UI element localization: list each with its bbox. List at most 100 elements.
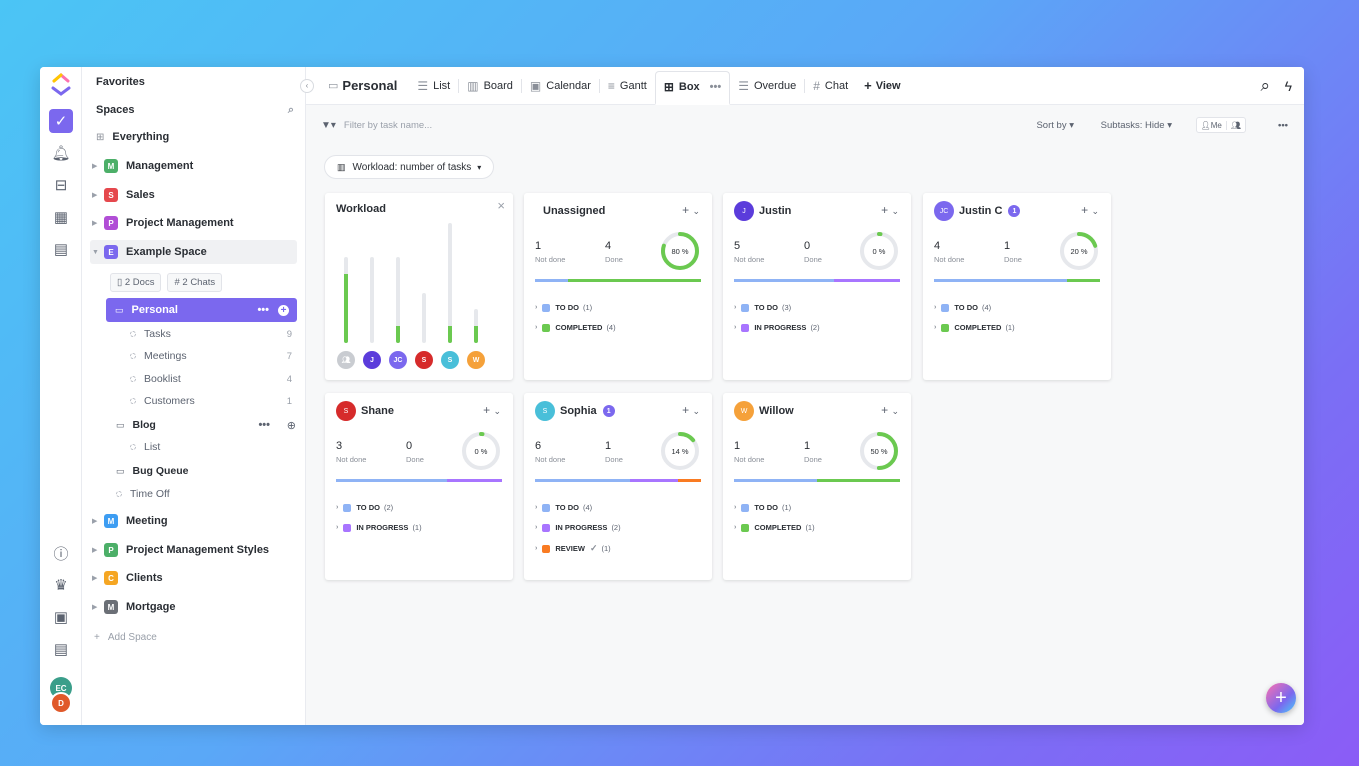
assignee-name[interactable]: Justin C 1 [959,205,1021,218]
favorites-heading[interactable]: Favorites [96,76,145,88]
assignee-avatar[interactable]: W [734,401,754,421]
home-icon[interactable]: ✓ [49,109,73,133]
status-group[interactable]: › COMPLETED (1) [934,323,1015,332]
tab-board[interactable]: ▥ Board [459,67,521,105]
sort-by-button[interactable]: Sort by ▾ [1036,119,1074,131]
search-icon[interactable]: ⌕ [1260,75,1270,95]
briefcase-icon[interactable]: ▣ [53,609,69,626]
status-group[interactable]: › TO DO (4) [934,303,991,312]
status-group[interactable]: › COMPLETED (4) [535,323,616,332]
sidebar-item-space[interactable]: ▶ M Meeting [82,509,306,533]
workload-avatar[interactable]: J [363,351,381,369]
add-icon[interactable]: + [1081,203,1089,217]
assignee-avatar[interactable]: JC [934,201,954,221]
add-space-button[interactable]: + Add Space [82,625,306,649]
status-group[interactable]: › TO DO (4) [535,503,592,512]
more-icon[interactable]: ••• [258,419,270,431]
add-icon[interactable]: + [881,203,889,217]
chevron-down-icon[interactable]: ⌄ [1091,206,1099,216]
close-icon[interactable]: × [497,198,505,213]
docs-chip[interactable]: ▯ 2 Docs [110,272,162,292]
chevron-down-icon[interactable]: ⌄ [891,206,899,216]
workload-avatar[interactable]: W [467,351,485,369]
sidebar-item-space[interactable]: ▶ M Management [82,154,306,178]
clickup-logo[interactable] [50,71,72,97]
search-icon[interactable]: ⌕ [287,103,294,116]
add-icon[interactable]: + [881,403,889,417]
sidebar-item-blog-list[interactable]: List [82,435,306,459]
sidebar-list-item[interactable]: Meetings 7 [82,344,306,368]
more-icon[interactable]: ••• [257,304,269,316]
status-group[interactable]: › IN PROGRESS (2) [535,523,621,532]
assignee-avatar[interactable]: S [535,401,555,421]
tab-chat[interactable]: # Chat [805,67,856,105]
workload-avatar[interactable]: S [441,351,459,369]
workload-dropdown[interactable]: ▥ Workload: number of tasks ▾ [324,155,495,179]
chevron-down-icon[interactable]: ⌄ [692,406,700,416]
tab-list[interactable]: ☰ List [409,67,458,105]
chevron-right-icon[interactable]: ▶ [92,220,98,227]
filter-input[interactable]: Filter by task name... [343,119,433,131]
trophy-icon[interactable]: ♛ [54,577,68,594]
inbox-icon[interactable]: ⊟ [54,177,68,194]
chevron-right-icon[interactable]: ▶ [92,163,98,170]
chevron-right-icon[interactable]: ▶ [92,518,98,525]
assignee-avatar[interactable]: S [336,401,356,421]
status-group[interactable]: › IN PROGRESS (1) [336,523,422,532]
docs-icon[interactable]: ▤ [53,241,69,258]
notifications-icon[interactable]: 🔔︎ [51,145,71,162]
chevron-right-icon[interactable]: ▶ [92,575,98,582]
assignee-filter[interactable]: 👤︎Me 👥︎ [1195,117,1246,133]
dashboards-icon[interactable]: ▦ [53,209,69,226]
more-icon[interactable]: ••• [1278,119,1288,131]
sidebar-list-item[interactable]: Booklist 4 [82,367,306,391]
subtasks-button[interactable]: Subtasks: Hide ▾ [1100,119,1172,131]
sidebar-item-bug-queue[interactable]: ▭ Bug Queue [82,459,306,483]
sidebar-item-time-off[interactable]: Time Off [82,482,306,506]
chevron-right-icon[interactable]: ▶ [92,192,98,199]
sidebar-item-space[interactable]: ▼ E Example Space [90,240,297,264]
sidebar-item-space[interactable]: ▶ S Sales [82,183,306,207]
filter-icon[interactable]: ▼▾ [321,119,336,131]
assignee-name[interactable]: Willow [759,405,794,417]
add-icon[interactable]: + [682,403,690,417]
assignee-name[interactable]: Shane [361,405,394,417]
sidebar-item-space[interactable]: ▶ P Project Management Styles [82,538,306,562]
clipboard-icon[interactable]: ▤ [53,641,69,658]
spaces-heading[interactable]: Spaces ⌕ [82,98,306,122]
chevron-down-icon[interactable]: ⌄ [493,406,501,416]
chats-chip[interactable]: # 2 Chats [167,272,223,292]
status-group[interactable]: › COMPLETED (1) [734,523,815,532]
sidebar-item-personal[interactable]: ▭ Personal ••• + [106,298,297,322]
add-icon[interactable]: + [278,304,289,316]
assignee-name[interactable]: Justin [759,205,791,217]
chevron-down-icon[interactable]: ⌄ [891,406,899,416]
workload-avatar[interactable]: 👥︎ [337,351,355,369]
quick-add-button[interactable]: + [1266,683,1296,713]
status-group[interactable]: › TO DO (1) [535,303,592,312]
lightning-icon[interactable]: ϟ [1284,77,1292,94]
me-filter[interactable]: 👤︎Me [1200,120,1222,130]
chevron-right-icon[interactable]: ▶ [92,547,98,554]
status-group[interactable]: › TO DO (2) [336,503,393,512]
status-group[interactable]: › TO DO (3) [734,303,791,312]
add-circle-icon[interactable]: ⊕ [286,419,296,432]
add-icon[interactable]: + [483,403,491,417]
status-group[interactable]: › TO DO (1) [734,503,791,512]
add-icon[interactable]: + [682,203,690,217]
sidebar-item-space[interactable]: ▶ M Mortgage [82,595,306,619]
tab-overdue[interactable]: ☰ Overdue [730,67,804,105]
sidebar-item-space[interactable]: ▶ P Project Management [82,211,306,235]
sidebar-item-everything[interactable]: ⊞ Everything [82,125,306,149]
sidebar-item-blog[interactable]: ▭ Blog ••• ⊕ [82,413,306,437]
sidebar-list-item[interactable]: Tasks 9 [82,322,306,346]
chevron-down-icon[interactable]: ▼ [92,248,99,256]
assignee-name[interactable]: Unassigned [543,205,605,217]
assignee-avatar[interactable]: J [734,201,754,221]
tab-gantt[interactable]: ≡ Gantt [600,67,655,105]
workload-avatar[interactable]: JC [389,351,407,369]
people-icon[interactable]: 👥︎ [1225,120,1245,130]
sidebar-item-space[interactable]: ▶ C Clients [82,566,306,590]
status-group[interactable]: › REVIEW ✓ (1) [535,543,611,554]
assignee-name[interactable]: Sophia 1 [560,405,615,418]
